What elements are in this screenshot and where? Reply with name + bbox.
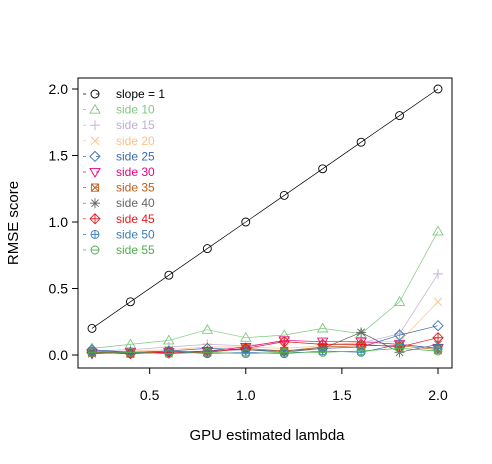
series-side-20 (87, 297, 443, 357)
series-line (91, 325, 439, 353)
data-point-marker (90, 136, 100, 146)
data-point-marker (90, 245, 100, 255)
data-point-marker (87, 347, 97, 357)
legend-label: side 50 (116, 227, 155, 241)
data-point-marker (279, 347, 289, 357)
legend-item: side 10 (83, 103, 155, 117)
legend-label: side 25 (116, 149, 155, 163)
data-point-marker (87, 323, 97, 333)
legend-label: side 35 (116, 181, 155, 195)
data-point-marker (393, 295, 406, 306)
data-point-marker (202, 347, 212, 357)
x-tick-label: 1.5 (332, 387, 352, 403)
legend-label: side 10 (116, 103, 155, 117)
x-tick-label: 2.0 (428, 387, 448, 403)
data-point-marker (356, 137, 366, 147)
x-tick-label: 0.5 (140, 387, 160, 403)
data-point-marker (90, 120, 100, 131)
data-point-marker (433, 297, 443, 307)
x-axis-title: GPU estimated lambda (189, 427, 345, 444)
series-layer (86, 84, 444, 360)
data-point-marker (318, 347, 328, 357)
legend-item: side 20 (83, 134, 155, 148)
y-tick-label: 1.0 (49, 214, 69, 230)
series-side-55 (87, 343, 443, 359)
data-point-marker (433, 346, 443, 356)
data-point-marker (278, 336, 290, 348)
data-point-marker (432, 225, 444, 236)
series-line (91, 88, 439, 329)
data-point-marker (90, 198, 100, 209)
data-point-marker (89, 213, 101, 225)
legend-label: slope = 1 (116, 87, 165, 101)
data-point-marker (164, 349, 174, 359)
data-point-marker (356, 346, 366, 356)
y-tick-label: 0.5 (49, 281, 69, 297)
x-tick-label: 1.0 (236, 387, 256, 403)
data-point-marker (241, 349, 251, 359)
data-point-marker (432, 320, 444, 332)
legend-label: side 15 (116, 118, 155, 132)
data-point-marker (89, 167, 101, 178)
y-tick-label: 0.0 (49, 347, 69, 363)
y-axis: 0.0 0.5 1.0 1.5 2.0 (49, 81, 79, 363)
legend-item: side 55 (83, 243, 155, 257)
legend-item: side 45 (83, 212, 155, 226)
data-point-marker (202, 244, 212, 254)
series-side-15 (87, 268, 443, 357)
data-point-marker (279, 190, 289, 200)
data-point-marker (125, 347, 135, 357)
legend-item: side 40 (83, 196, 155, 210)
data-point-marker (125, 297, 135, 307)
data-point-marker (89, 150, 101, 163)
data-point-marker (89, 103, 101, 114)
data-point-marker (164, 270, 174, 280)
data-point-marker (433, 84, 443, 94)
legend-label: side 55 (116, 243, 155, 257)
legend-item: slope = 1 (83, 87, 165, 101)
y-axis-title: RMSE score (5, 181, 22, 265)
legend-item: side 35 (83, 181, 155, 195)
legend-label: side 45 (116, 212, 155, 226)
data-point-marker (318, 164, 328, 174)
data-point-marker (432, 332, 444, 344)
data-point-marker (90, 89, 100, 99)
y-tick-label: 1.5 (49, 148, 69, 164)
series-slope-1 (87, 84, 443, 333)
data-point-marker (395, 343, 405, 353)
series-side-35 (87, 341, 443, 358)
legend-item: side 25 (83, 149, 155, 163)
series-line (91, 301, 439, 353)
legend-label: side 20 (116, 134, 155, 148)
data-point-marker (201, 323, 214, 334)
legend-item: side 30 (83, 165, 155, 179)
y-tick-label: 2.0 (49, 81, 69, 97)
data-point-marker (90, 183, 100, 192)
data-point-marker (316, 322, 329, 333)
legend-item: side 50 (83, 227, 155, 241)
data-point-marker (90, 229, 100, 239)
data-point-marker (356, 327, 367, 338)
data-point-marker (433, 268, 443, 279)
series-line (91, 231, 439, 349)
data-point-marker (241, 217, 251, 227)
legend-label: side 40 (116, 196, 155, 210)
series-line (92, 348, 439, 355)
x-axis: 0.5 1.0 1.5 2.0 (140, 367, 448, 403)
data-point-marker (395, 111, 405, 121)
legend-label: side 30 (116, 165, 155, 179)
legend-item: side 15 (83, 118, 155, 132)
